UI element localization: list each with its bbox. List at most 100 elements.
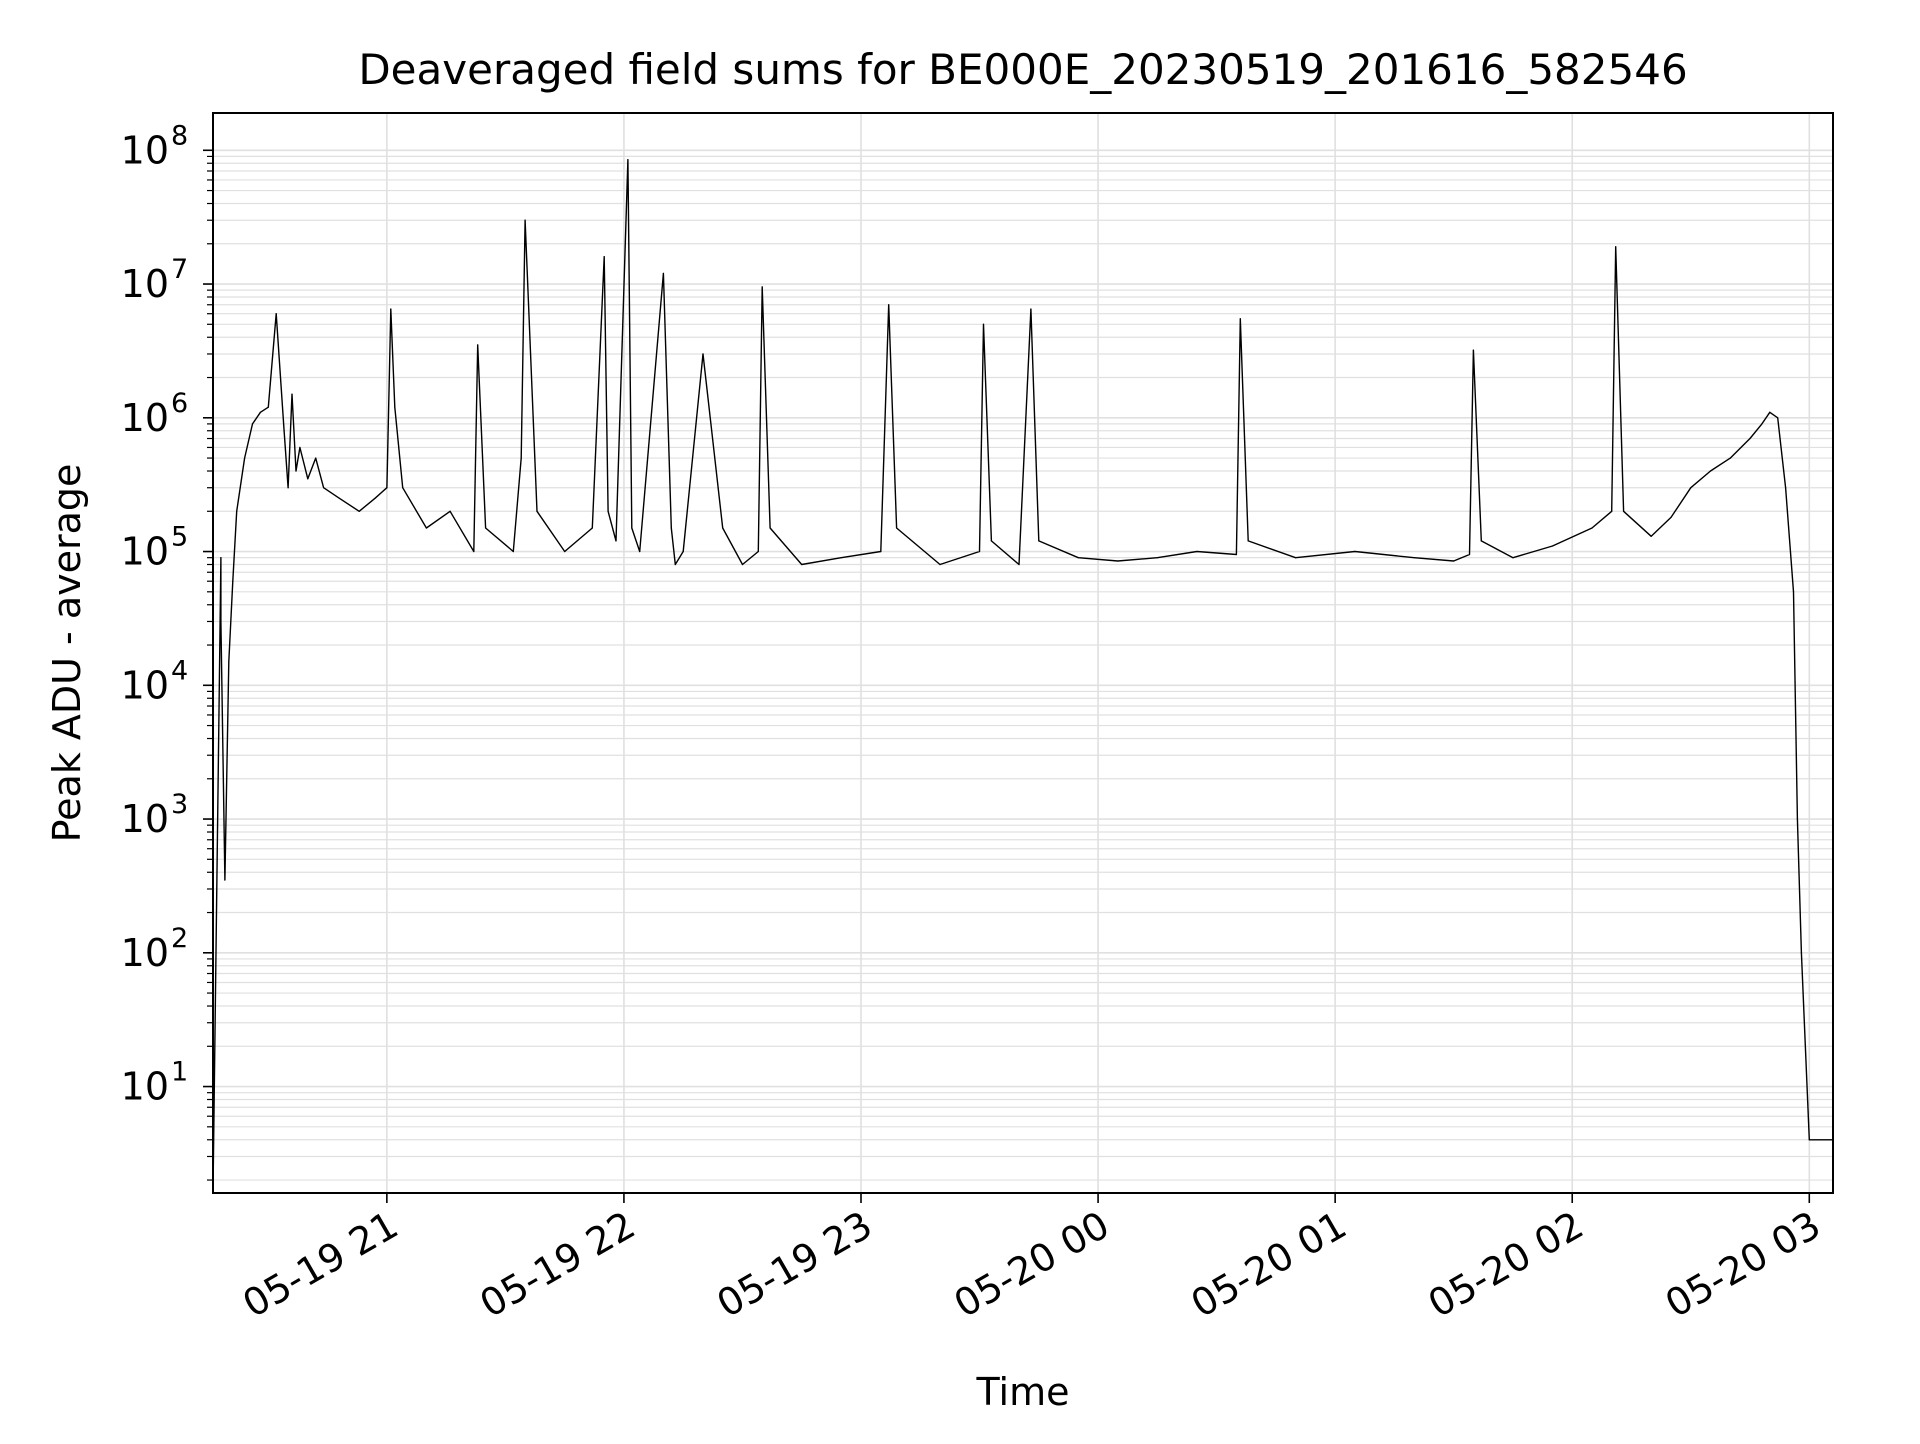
data-point (757, 550, 759, 553)
data-point (1792, 591, 1795, 593)
data-point (315, 457, 317, 459)
data-point (769, 527, 771, 529)
data-point (473, 550, 475, 553)
y-tick-label: 10 (121, 797, 169, 841)
data-point (267, 406, 269, 408)
data-point (299, 446, 301, 449)
plot-area (212, 158, 1834, 1194)
data-point (259, 411, 261, 413)
y-tick-label-exponent: 6 (171, 388, 188, 419)
data-point (1480, 540, 1482, 542)
data-point (520, 457, 522, 459)
data-point (390, 308, 392, 310)
data-point (394, 406, 396, 408)
data-point (880, 550, 882, 553)
data-point (607, 510, 609, 512)
data-point (631, 527, 633, 529)
data-point (1769, 411, 1771, 413)
data-point (1785, 487, 1787, 489)
y-tick-label-exponent: 2 (171, 923, 188, 954)
data-point (1690, 487, 1692, 489)
data-point (896, 527, 898, 529)
y-tick-label: 10 (121, 931, 169, 975)
data-point (801, 563, 803, 566)
data-point (1623, 510, 1625, 512)
data-point (639, 550, 641, 553)
y-tick-label: 10 (121, 1065, 169, 1109)
data-point (1018, 563, 1020, 566)
data-point (670, 527, 672, 529)
data-point (1615, 246, 1617, 248)
y-tick-label-exponent: 7 (171, 254, 188, 285)
data-point (840, 557, 842, 559)
data-point (1729, 457, 1731, 459)
data-point (449, 510, 451, 512)
data-point (1038, 540, 1040, 542)
data-point (295, 470, 297, 472)
data-point (1196, 550, 1198, 553)
data-point (1650, 535, 1652, 537)
data-point (662, 272, 665, 274)
data-point (323, 487, 325, 489)
data-point (524, 219, 526, 221)
data-point (1156, 557, 1158, 559)
data-point (338, 497, 340, 499)
data-point (1247, 540, 1249, 542)
data-point (615, 540, 617, 542)
data-point (283, 430, 285, 432)
data-point (990, 540, 993, 542)
data-point (374, 497, 376, 499)
data-point (275, 313, 277, 315)
data-point (627, 159, 629, 161)
y-tick-label-exponent: 5 (171, 522, 188, 553)
data-point (1749, 437, 1751, 440)
data-point (287, 487, 289, 489)
y-tick-label: 10 (121, 128, 169, 172)
data-point (386, 487, 388, 489)
y-axis-label: Peak ADU - average (45, 464, 89, 843)
data-point (485, 527, 487, 529)
x-axis-label: Time (976, 1370, 1070, 1414)
data-point (512, 550, 514, 553)
data-point (1670, 516, 1672, 519)
data-point (1117, 560, 1119, 562)
data-point (1777, 417, 1779, 419)
y-tick-label-exponent: 1 (171, 1057, 188, 1088)
data-point (402, 487, 404, 489)
data-point (761, 286, 763, 288)
y-tick-label: 10 (121, 530, 169, 574)
data-point (1611, 510, 1613, 512)
data-point (251, 423, 254, 425)
data-point (307, 478, 309, 480)
data-point (702, 353, 704, 355)
data-point (1551, 545, 1554, 547)
data-point (1761, 423, 1763, 425)
y-tick-label: 10 (121, 663, 169, 707)
data-point (564, 550, 566, 553)
data-point (291, 393, 293, 395)
data-point (220, 620, 222, 623)
data-point (888, 304, 890, 306)
axes-frame (212, 112, 1834, 1194)
data-point (1239, 318, 1241, 320)
data-point (1796, 818, 1798, 820)
data-point (603, 256, 605, 258)
data-point (236, 510, 238, 512)
data-point (1413, 557, 1415, 559)
data-point (1235, 553, 1237, 556)
data-point (1354, 550, 1356, 553)
data-point (244, 457, 246, 459)
data-point (939, 563, 941, 566)
data-point (220, 557, 222, 559)
data-point (978, 550, 981, 553)
data-point (982, 323, 985, 325)
y-tick-label-exponent: 8 (171, 120, 188, 151)
data-point (425, 527, 427, 529)
data-point (1453, 560, 1455, 562)
data-point (1468, 553, 1471, 556)
data-point (358, 510, 360, 512)
data-point (536, 510, 538, 512)
